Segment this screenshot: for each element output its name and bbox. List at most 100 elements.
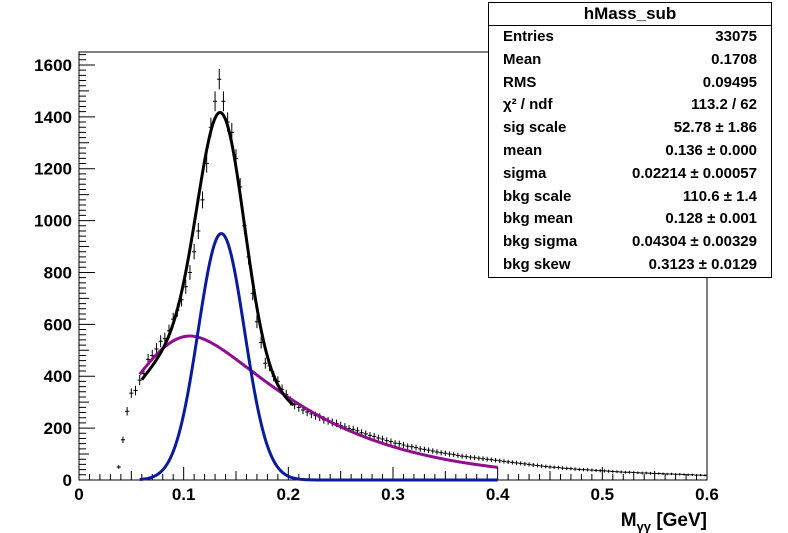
- stats-name: RMS: [503, 73, 537, 91]
- stats-value: 0.128 ± 0.001: [665, 210, 757, 228]
- stats-name: sig scale: [503, 119, 567, 137]
- data-point: [702, 474, 707, 477]
- x-tick-label: 0.2: [277, 485, 301, 504]
- y-tick-labels: 0 200 400 600 800 1000 1200 1400 1600: [34, 56, 72, 490]
- stats-value: 0.04304 ± 0.00329: [631, 233, 757, 251]
- data-point: [397, 440, 402, 447]
- stats-value: 52.78 ± 1.86: [673, 119, 757, 137]
- stats-value: 113.2 / 62: [691, 96, 757, 114]
- data-point: [393, 440, 398, 447]
- x-tick-label: 0.4: [486, 485, 510, 504]
- y-tick-label: 1600: [34, 56, 72, 75]
- total-fit-curve: [140, 111, 295, 407]
- data-point: [221, 91, 226, 112]
- data-point: [568, 466, 574, 471]
- data-point: [388, 438, 393, 445]
- data-point: [263, 357, 268, 369]
- stats-name: sigma: [503, 164, 547, 182]
- data-point: [405, 443, 410, 450]
- data-point: [376, 434, 381, 442]
- x-tick-label: 0.5: [591, 485, 615, 504]
- y-tick-label: 0: [63, 471, 72, 490]
- stats-name: bkg mean: [503, 210, 574, 228]
- data-point: [468, 454, 473, 460]
- stats-row: bkg skew 0.3123 ± 0.0129: [489, 254, 771, 277]
- stats-name: Entries: [503, 28, 554, 45]
- data-point: [418, 446, 423, 452]
- data-point: [158, 335, 163, 348]
- stats-value: 0.136 ± 0.000: [665, 141, 757, 159]
- data-point: [577, 467, 582, 472]
- data-point: [589, 468, 594, 472]
- data-point: [644, 471, 649, 475]
- stats-value: 0.1708: [711, 50, 757, 68]
- data-point: [606, 469, 611, 473]
- data-point: [451, 452, 456, 458]
- data-point: [593, 468, 599, 472]
- data-point: [669, 472, 674, 476]
- y-tick-label: 1400: [34, 108, 72, 127]
- data-point: [681, 473, 687, 476]
- data-point: [640, 471, 645, 475]
- y-tick-label: 600: [44, 315, 72, 334]
- stats-value: 0.09495: [702, 73, 757, 91]
- y-tick-label: 400: [44, 367, 72, 386]
- y-tick-label: 1000: [34, 212, 72, 231]
- data-point: [372, 433, 377, 440]
- data-point: [439, 450, 444, 456]
- stats-row: sig scale 52.78 ± 1.86: [489, 117, 771, 140]
- data-point: [430, 448, 435, 454]
- data-point: [506, 459, 511, 465]
- data-point: [459, 453, 465, 459]
- data-point: [116, 465, 121, 469]
- data-point: [183, 279, 188, 294]
- data-point: [686, 473, 691, 476]
- data-point: [619, 470, 624, 474]
- data-point: [443, 450, 448, 456]
- data-point: [531, 462, 536, 467]
- data-point: [602, 469, 607, 473]
- background-fit-curve: [138, 334, 498, 469]
- data-point: [635, 471, 641, 475]
- data-point: [660, 472, 666, 476]
- data-point: [677, 473, 682, 476]
- stats-value: 0.3123 ± 0.0129: [648, 255, 757, 273]
- data-point: [120, 436, 126, 444]
- data-point: [665, 472, 670, 476]
- y-tick-label: 200: [44, 419, 72, 438]
- x-tick-labels: 0 0.1 0.2 0.3 0.4 0.5 0.6: [74, 485, 719, 504]
- x-tick-label: 0: [74, 485, 83, 504]
- stats-value: 110.6 ± 1.4: [682, 187, 757, 205]
- stats-name: χ² / ndf: [503, 96, 553, 114]
- tick-marks: [78, 54, 708, 481]
- data-point: [476, 455, 481, 461]
- stats-row: mean 0.136 ± 0.000: [489, 140, 771, 163]
- stats-value: 0.02214 ± 0.00057: [631, 164, 757, 182]
- data-point: [422, 446, 427, 453]
- data-point: [464, 454, 469, 460]
- stats-row: χ² / ndf 113.2 / 62: [489, 94, 771, 117]
- data-point: [380, 435, 385, 443]
- data-point: [112, 479, 117, 481]
- data-point: [573, 467, 578, 471]
- data-point: [200, 191, 205, 209]
- stats-name: mean: [503, 141, 543, 159]
- data-point: [125, 407, 130, 416]
- data-point: [510, 460, 515, 465]
- data-point: [552, 465, 557, 470]
- stats-value: 33075: [715, 28, 757, 45]
- data-point: [384, 437, 389, 444]
- y-tick-label: 800: [44, 263, 72, 282]
- data-point: [137, 375, 142, 386]
- data-point: [447, 451, 452, 457]
- data-point: [585, 468, 590, 472]
- data-point: [518, 461, 523, 466]
- data-point: [514, 460, 519, 465]
- stats-box: hMass_sub Entries 33075 Mean 0.1708 RMS 0.094…: [488, 2, 772, 278]
- stats-title: hMass_sub: [489, 3, 771, 26]
- stats-row: bkg sigma 0.04304 ± 0.00329: [489, 231, 771, 254]
- data-point: [564, 466, 569, 471]
- data-point: [129, 388, 134, 398]
- data-point: [556, 465, 561, 470]
- data-point: [652, 472, 657, 475]
